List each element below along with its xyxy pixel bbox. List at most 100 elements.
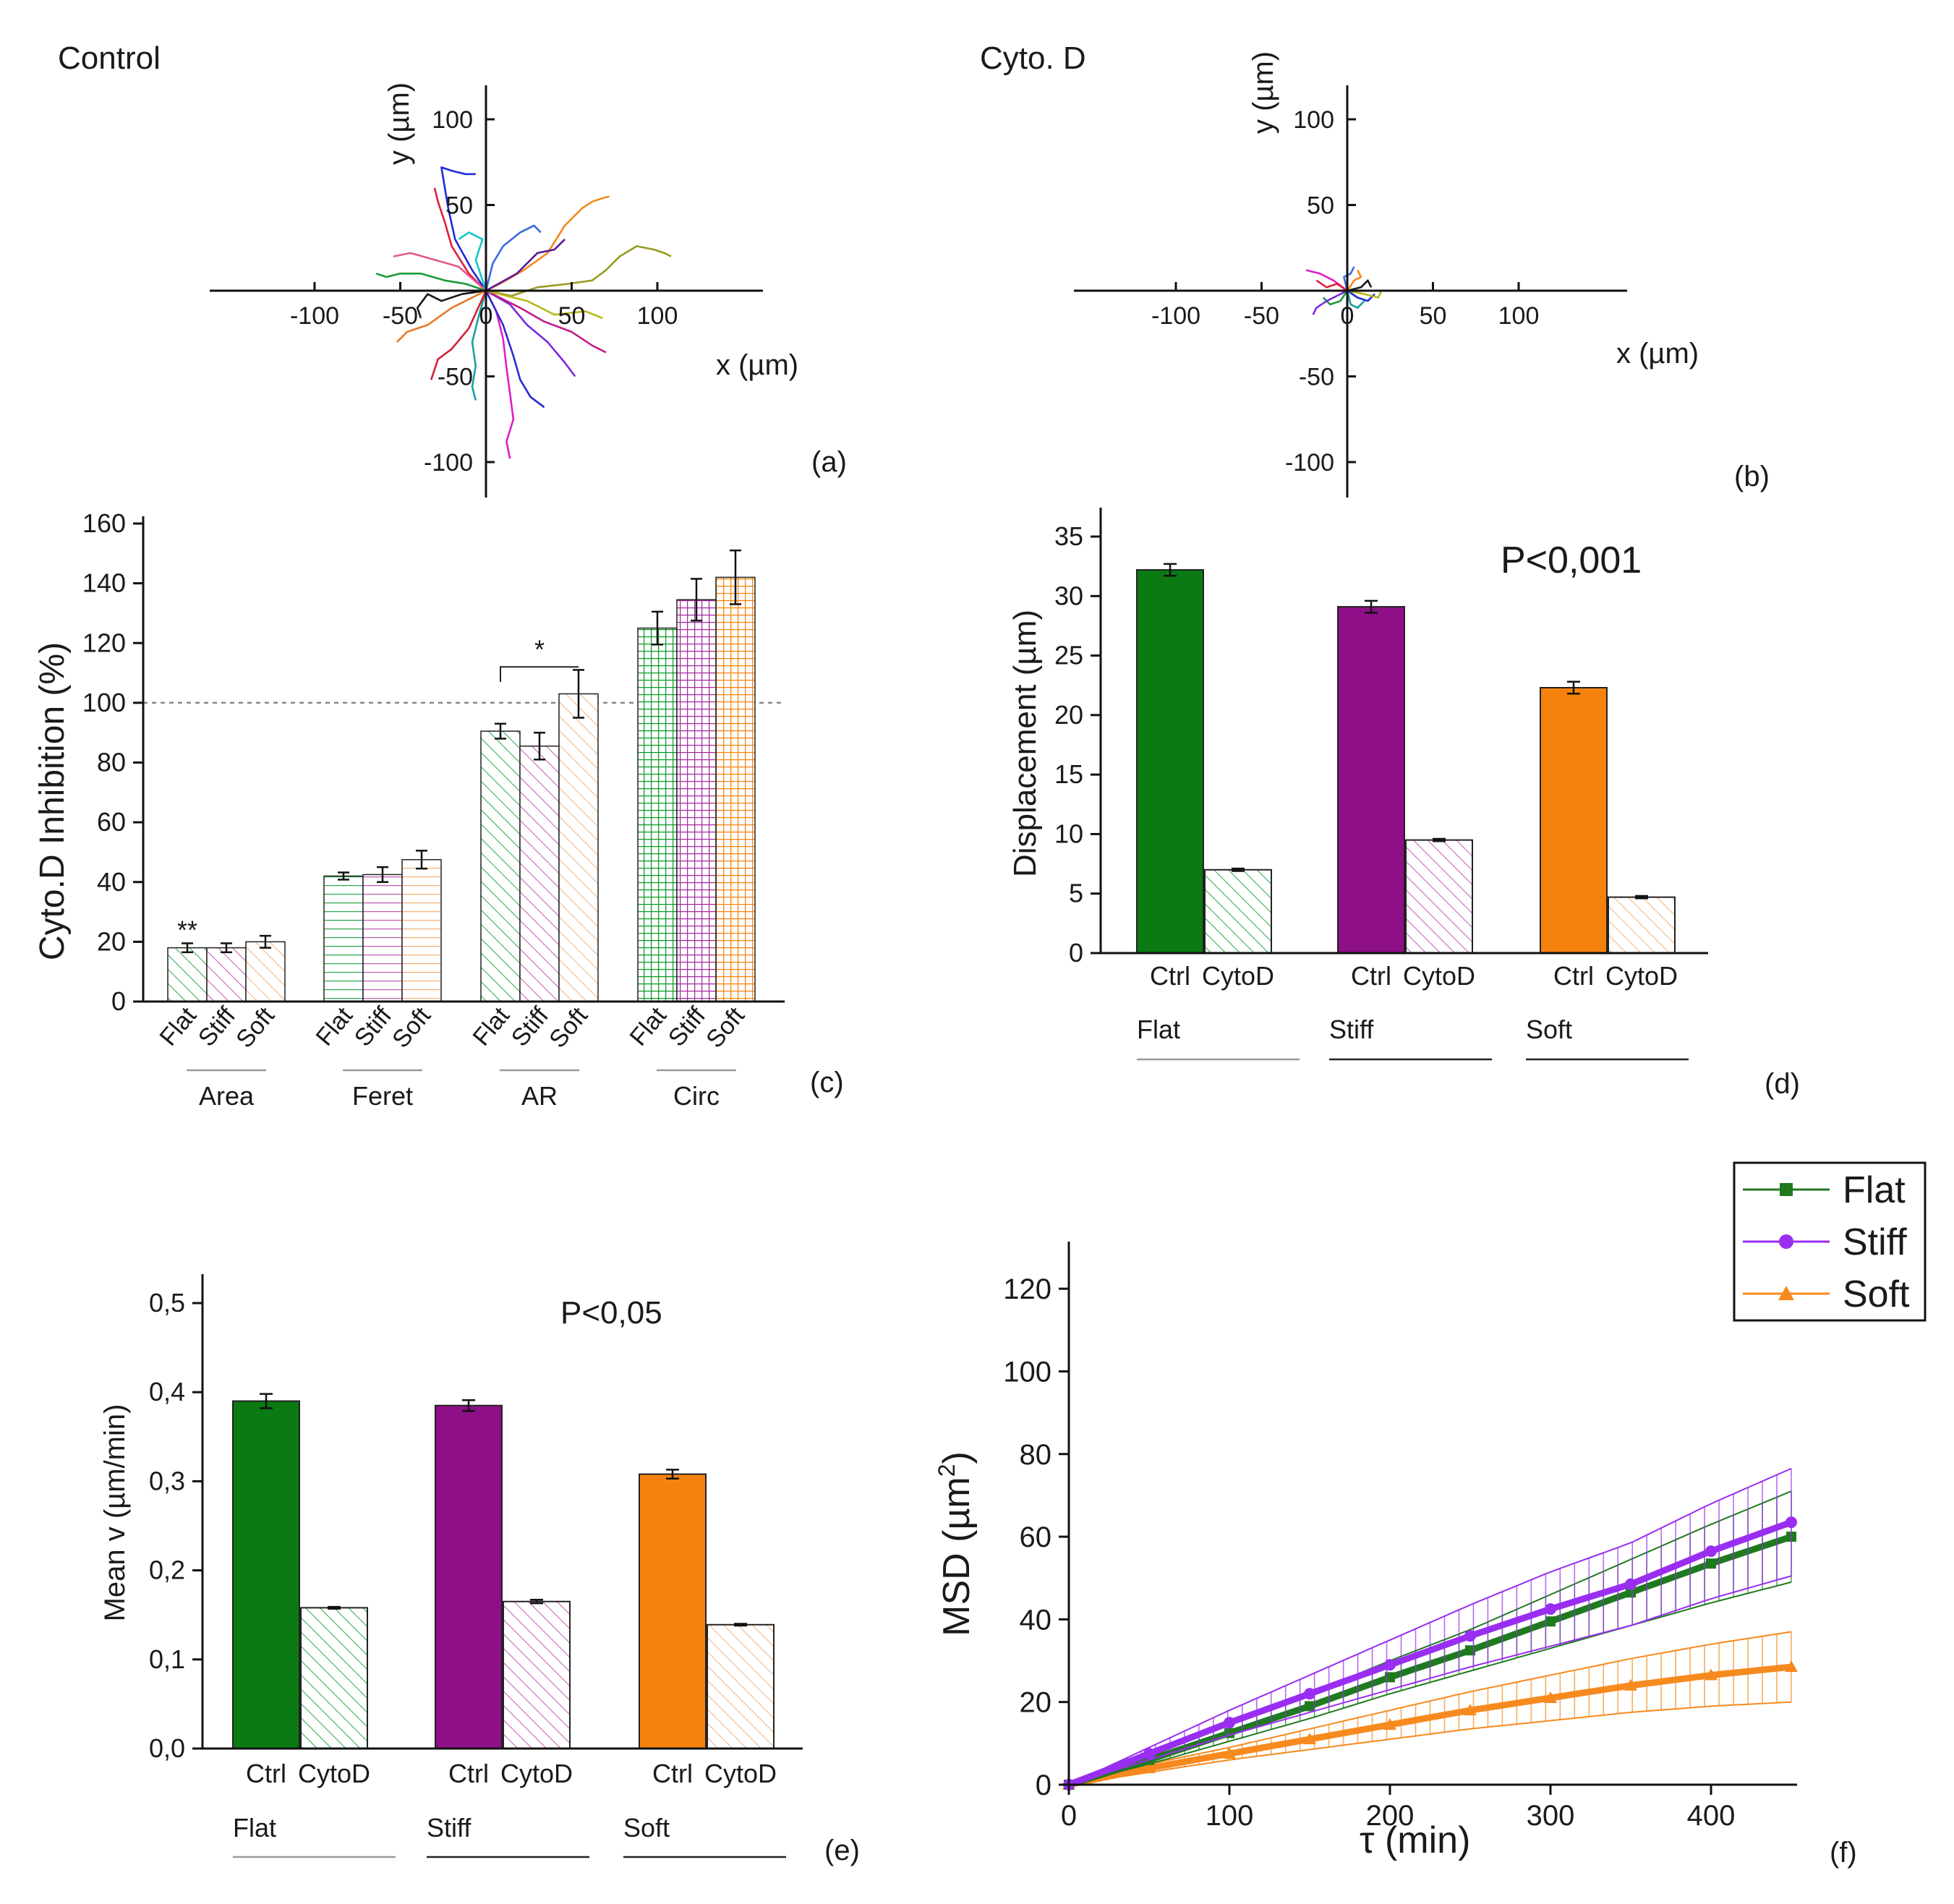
panel-f-ylabel-close: ) bbox=[936, 1451, 978, 1464]
y-tick-label: 120 bbox=[82, 628, 126, 657]
bar-soft-ctrl bbox=[1540, 687, 1608, 955]
bar-soft-cytod bbox=[1608, 896, 1676, 955]
trajectory-track bbox=[433, 187, 487, 291]
x-tick-label: CytoD bbox=[1202, 961, 1274, 991]
bar-stiff-cytod bbox=[1405, 839, 1473, 954]
trajectory-track bbox=[458, 231, 487, 291]
y-tick-label: -50 bbox=[1299, 364, 1334, 391]
panel-b-ticks: -100 -50 0 50 100 -100 -50 50 100 bbox=[1151, 106, 1539, 477]
x-tick-label: Ctrl bbox=[448, 1759, 489, 1788]
trajectory-track bbox=[440, 166, 487, 291]
bar-flat-cytod bbox=[300, 1607, 368, 1749]
panel-f-ylabel: MSD (µm2) bbox=[934, 1451, 978, 1636]
group-label: Flat bbox=[1137, 1015, 1180, 1044]
y-tick-label: 10 bbox=[1054, 819, 1083, 848]
trajectory-track bbox=[485, 289, 603, 320]
panel-f-ylabel-base: MSD (µm bbox=[936, 1477, 978, 1636]
bar-flat-cytod bbox=[1204, 868, 1272, 955]
x-tick-label: 50 bbox=[558, 302, 586, 330]
bar-ar-soft bbox=[558, 693, 599, 1002]
bar-stiff-ctrl bbox=[435, 1404, 503, 1750]
x-tick-label: CytoD bbox=[704, 1759, 777, 1788]
x-tick-label: Flat bbox=[311, 1002, 359, 1051]
y-tick-label: 20 bbox=[1020, 1687, 1052, 1719]
x-tick-label: 0 bbox=[1341, 302, 1354, 330]
panel-f-marks: 0 100 200 300 400 0 20 40 60 80 100 120 bbox=[1003, 1242, 1798, 1832]
panel-c-marks: FlatStiffSoftAreaFlatStiffSoftFeretFlatS… bbox=[82, 508, 785, 1111]
msd-point-soft bbox=[1624, 1678, 1637, 1691]
y-tick-label: 40 bbox=[1020, 1604, 1052, 1636]
y-tick-label: 0,2 bbox=[149, 1555, 185, 1585]
bar-circ-flat bbox=[637, 627, 678, 1002]
group-label: AR bbox=[521, 1081, 558, 1111]
panel-a-ylabel: y (µm) bbox=[383, 82, 415, 165]
y-tick-label: 50 bbox=[1307, 192, 1334, 220]
panel-b-panel-label: (b) bbox=[1734, 461, 1770, 492]
x-tick-label: Soft bbox=[701, 1002, 750, 1053]
msd-point-flat bbox=[1545, 1616, 1556, 1627]
x-tick-label: 0 bbox=[1061, 1800, 1077, 1832]
panel-e-mean-velocity-chart: Ctrl CytoD Flat Ctrl CytoD Stiff Ctrl CytoD Soft… bbox=[99, 1274, 860, 1866]
y-tick-label: -50 bbox=[438, 364, 473, 391]
x-tick-label: Ctrl bbox=[246, 1759, 286, 1788]
group-label: Circ bbox=[673, 1081, 720, 1111]
trajectory-track bbox=[396, 289, 487, 343]
legend-label-flat: Flat bbox=[1843, 1169, 1906, 1211]
x-tick-label: Soft bbox=[231, 1002, 280, 1053]
bar-ar-flat bbox=[480, 730, 521, 1002]
x-tick-label: Stiff bbox=[193, 1002, 242, 1051]
group-label: Flat bbox=[233, 1813, 276, 1843]
msd-point-flat bbox=[1385, 1672, 1395, 1683]
y-tick-label: 80 bbox=[97, 748, 126, 777]
panel-b-ylabel: y (µm) bbox=[1247, 51, 1279, 134]
msd-point-flat bbox=[1706, 1558, 1716, 1569]
x-tick-label: Soft bbox=[544, 1002, 593, 1053]
x-tick-label: 300 bbox=[1527, 1800, 1575, 1832]
y-tick-label: 0,5 bbox=[149, 1288, 185, 1318]
msd-line-stiff bbox=[1065, 1519, 1795, 1788]
legend-label-soft: Soft bbox=[1843, 1273, 1910, 1315]
panel-b-xlabel: x (µm) bbox=[1616, 338, 1699, 370]
panel-d-panel-label: (d) bbox=[1765, 1068, 1800, 1100]
bar-stiff-cytod bbox=[503, 1600, 571, 1749]
x-tick-label: -100 bbox=[290, 302, 339, 330]
y-tick-label: 0 bbox=[1069, 938, 1083, 968]
y-tick-label: 20 bbox=[97, 926, 126, 956]
panel-f-msd-chart: 0 100 200 300 400 0 20 40 60 80 100 120 τ (min) MSD… bbox=[934, 1161, 1927, 1869]
panel-f-legend: Flat Stiff Soft bbox=[1733, 1161, 1927, 1322]
trajectory-track bbox=[485, 238, 566, 292]
y-tick-label: 0,3 bbox=[149, 1466, 185, 1495]
msd-point-flat bbox=[1465, 1645, 1475, 1656]
x-tick-label: 50 bbox=[1420, 302, 1447, 330]
bar-area-stiff bbox=[206, 947, 247, 1002]
x-tick-label: -100 bbox=[1151, 302, 1200, 330]
y-tick-label: 60 bbox=[1020, 1521, 1052, 1553]
x-tick-label: Ctrl bbox=[1553, 961, 1594, 991]
y-tick-label: 0 bbox=[111, 986, 126, 1016]
group-label: Stiff bbox=[427, 1813, 472, 1843]
panel-a-panel-label: (a) bbox=[811, 446, 847, 478]
msd-point-soft bbox=[1464, 1704, 1477, 1716]
bar-feret-stiff bbox=[362, 874, 403, 1002]
x-tick-label: Flat bbox=[625, 1002, 673, 1051]
panel-f-ylabel-sup: 2 bbox=[934, 1464, 960, 1477]
bar-area-flat bbox=[167, 947, 208, 1002]
bar-flat-ctrl bbox=[1136, 569, 1204, 954]
msd-error-lower-flat bbox=[1068, 1581, 1792, 1785]
bar-circ-soft bbox=[715, 576, 756, 1002]
bar-soft-cytod bbox=[707, 1623, 775, 1749]
trajectory-track bbox=[485, 290, 515, 459]
msd-point-stiff bbox=[1625, 1578, 1637, 1590]
trajectory-track bbox=[485, 224, 542, 291]
panel-c-inhibition-chart: FlatStiffSoftAreaFlatStiffSoftFeretFlatS… bbox=[33, 508, 844, 1111]
y-tick-label: 0 bbox=[1036, 1769, 1051, 1801]
y-tick-label: 100 bbox=[1293, 106, 1334, 134]
y-tick-label: 60 bbox=[97, 807, 126, 837]
y-tick-label: -100 bbox=[424, 449, 473, 477]
bar-flat-ctrl bbox=[232, 1400, 300, 1750]
y-tick-label: 100 bbox=[432, 106, 473, 134]
group-label: Feret bbox=[352, 1081, 413, 1111]
trajectory-track bbox=[485, 289, 576, 377]
msd-point-stiff bbox=[1786, 1516, 1797, 1529]
